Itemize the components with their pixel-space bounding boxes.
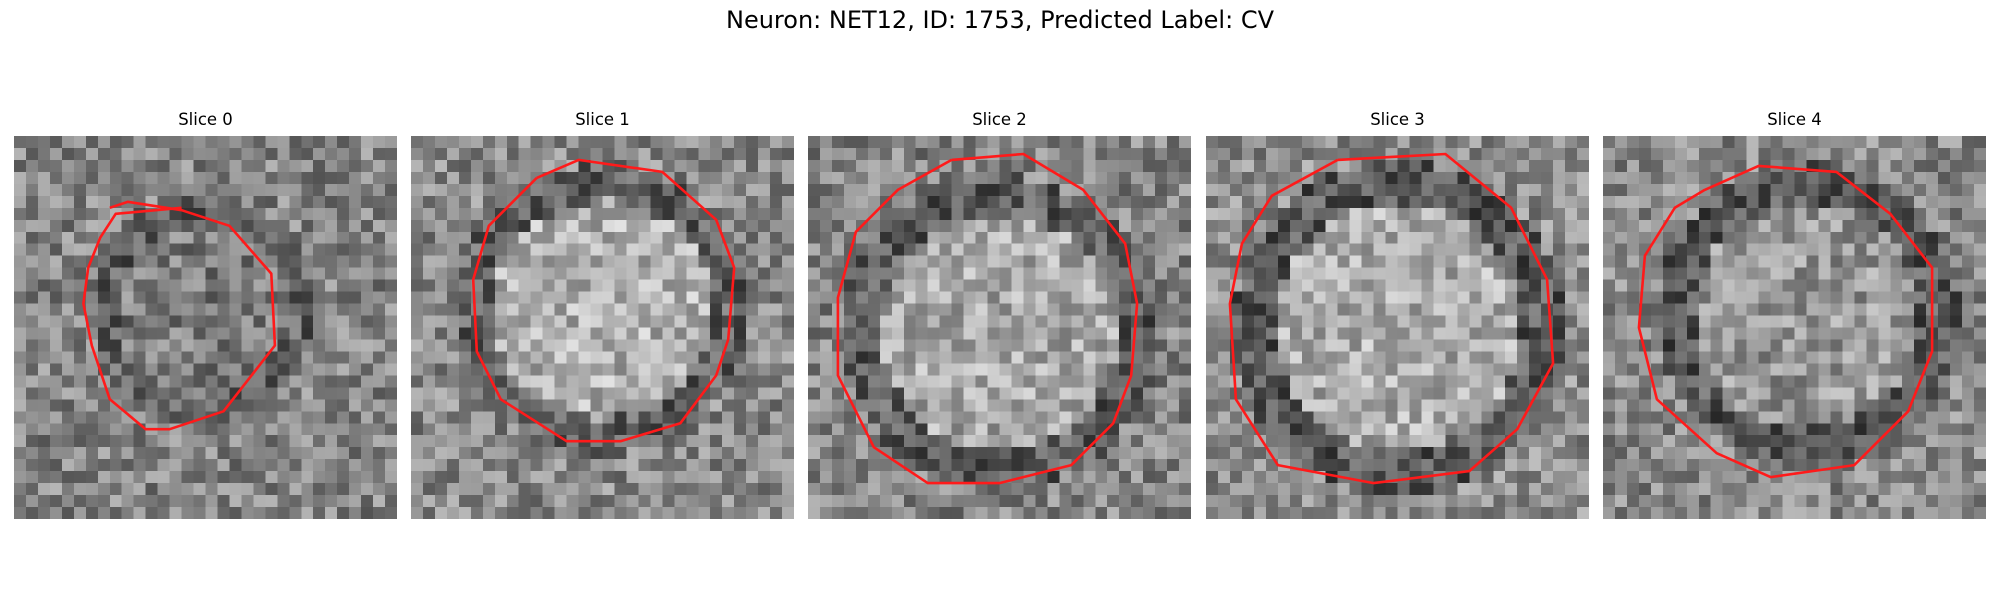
micrograph-pixels — [1603, 136, 1986, 519]
slice-panel-2: Slice 2 — [808, 107, 1191, 519]
slice-panel-1: Slice 1 — [411, 107, 794, 519]
micrograph-pixels — [411, 136, 794, 519]
segmentation-contour — [836, 152, 1139, 485]
segmentation-contour — [1228, 152, 1555, 485]
segmentation-contour — [1637, 164, 1934, 479]
slice-title: Slice 1 — [575, 110, 630, 129]
micrograph-pixels — [808, 136, 1191, 519]
segmentation-contour — [82, 200, 277, 431]
slice-title: Slice 3 — [1370, 110, 1425, 129]
slice-image — [1603, 136, 1986, 519]
slice-title: Slice 0 — [178, 110, 233, 129]
slice-panel-4: Slice 4 — [1603, 107, 1986, 519]
slice-title: Slice 4 — [1767, 110, 1822, 129]
slice-image — [808, 136, 1191, 519]
slice-image — [14, 136, 397, 519]
segmentation-contour — [471, 158, 736, 443]
slice-image — [1206, 136, 1589, 519]
slice-panel-3: Slice 3 — [1206, 107, 1589, 519]
micrograph-pixels — [1206, 136, 1589, 519]
micrograph-pixels — [14, 136, 397, 519]
slice-image — [411, 136, 794, 519]
figure-title: Neuron: NET12, ID: 1753, Predicted Label… — [726, 6, 1274, 34]
slice-title: Slice 2 — [972, 110, 1027, 129]
slice-panel-0: Slice 0 — [14, 107, 397, 519]
